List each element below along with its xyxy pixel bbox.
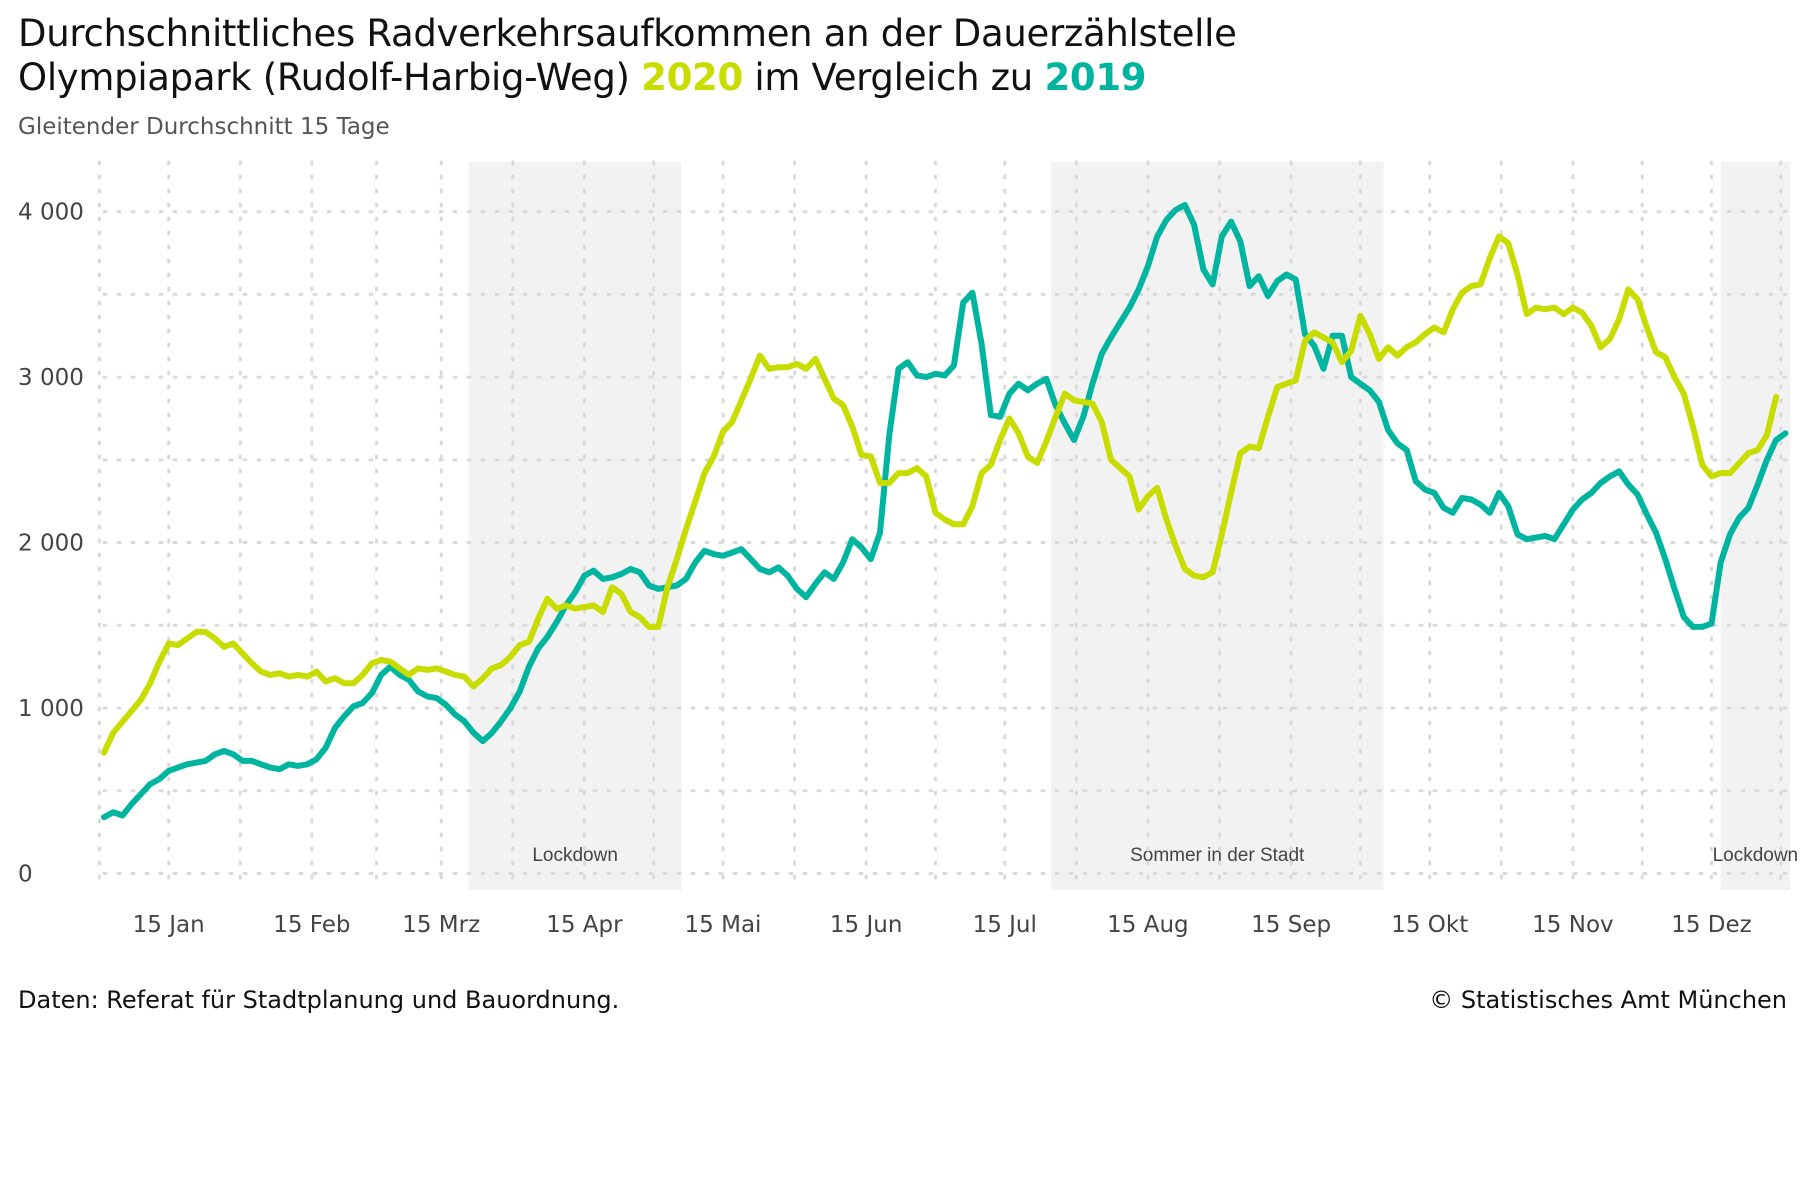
chart-title: Durchschnittliches Radverkehrsaufkommen … bbox=[18, 12, 1237, 100]
title-year-2019: 2019 bbox=[1044, 56, 1147, 99]
x-tick-label: 15 Jul bbox=[973, 912, 1037, 938]
y-tick-label: 2 000 bbox=[18, 531, 84, 557]
x-tick-label: 15 Dez bbox=[1671, 912, 1752, 938]
x-tick-label: 15 Mrz bbox=[402, 912, 480, 938]
x-tick-label: 15 Nov bbox=[1532, 912, 1613, 938]
x-tick-label: 15 Jan bbox=[133, 912, 205, 938]
y-tick-label: 0 bbox=[18, 861, 33, 887]
series-line-2020 bbox=[101, 233, 1780, 756]
title-year-2020: 2020 bbox=[641, 56, 743, 99]
y-tick-label: 1 000 bbox=[18, 696, 84, 722]
title-mid: im Vergleich zu bbox=[754, 56, 1033, 99]
shaded-period-2 bbox=[1050, 162, 1384, 890]
data-source: Daten: Referat für Stadtplanung und Bauo… bbox=[18, 986, 620, 1014]
title-line-1: Durchschnittliches Radverkehrsaufkommen … bbox=[18, 12, 1237, 55]
copyright-note: © Statistisches Amt München bbox=[1429, 986, 1787, 1014]
x-tick-label: 15 Okt bbox=[1391, 912, 1468, 938]
x-tick-label: 15 Sep bbox=[1251, 912, 1331, 938]
x-tick-label: 15 Aug bbox=[1107, 912, 1189, 938]
period-label-3: Lockdown bbox=[1713, 845, 1799, 866]
y-tick-label: 3 000 bbox=[18, 365, 84, 391]
title-line-2: Olympiapark (Rudolf-Harbig-Weg) 2020 im … bbox=[18, 56, 1237, 100]
period-label-1: Lockdown bbox=[532, 845, 618, 866]
shaded-period-1 bbox=[468, 162, 682, 890]
x-tick-label: 15 Mai bbox=[685, 912, 762, 938]
x-tick-label: 15 Feb bbox=[273, 912, 350, 938]
period-label-2: Sommer in der Stadt bbox=[1130, 845, 1305, 866]
x-tick-label: 15 Jun bbox=[830, 912, 903, 938]
series-line-2019 bbox=[101, 202, 1789, 821]
x-tick-label: 15 Apr bbox=[546, 912, 623, 938]
y-tick-label: 4 000 bbox=[18, 200, 84, 226]
title-prefix: Olympiapark (Rudolf-Harbig-Weg) bbox=[18, 56, 630, 99]
chart-subtitle: Gleitender Durchschnitt 15 Tage bbox=[18, 114, 390, 140]
